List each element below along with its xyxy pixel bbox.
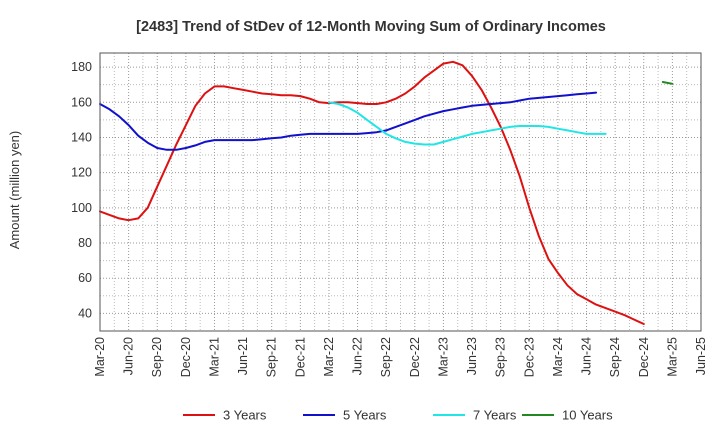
x-tick-label: Sep-21 [265,337,279,377]
y-tick-label: 100 [71,201,92,215]
y-tick-label: 180 [71,60,92,74]
series-layer [99,60,674,325]
y-tick-label: 140 [71,130,92,144]
y-tick-labels: 40 60 80 100 120 140 160 180 [71,60,92,320]
x-tick-label: Mar-22 [322,337,336,377]
x-tick-label: Sep-22 [379,337,393,377]
x-tick-label: Jun-25 [694,337,708,375]
x-tick-label: Sep-20 [150,337,164,377]
x-tick-label: Mar-21 [207,337,221,377]
x-tick-label: Jun-21 [236,337,250,375]
x-tick-label: Mar-20 [93,337,107,377]
y-tick-label: 60 [78,271,92,285]
x-tick-label: Dec-23 [522,337,536,377]
legend-label: 7 Years [473,408,517,423]
x-tick-label: Mar-25 [665,337,679,377]
series-line-5-years [99,91,598,151]
series-line-7-years [328,101,607,146]
y-axis-label: Amount (million yen) [7,131,22,250]
x-tick-label: Jun-20 [122,337,136,375]
legend-label: 3 Years [223,408,267,423]
y-tick-label: 80 [78,236,92,250]
y-tick-label: 120 [71,166,92,180]
y-tick-label: 40 [78,306,92,320]
legend-label: 5 Years [343,408,387,423]
x-tick-label: Dec-20 [179,337,193,377]
series-line-3-years [99,60,645,325]
chart-title: [2483] Trend of StDev of 12-Month Moving… [136,19,606,35]
x-tick-label: Sep-23 [494,337,508,377]
x-tick-label: Mar-24 [551,337,565,377]
x-tick-label: Dec-24 [637,337,651,377]
y-tick-label: 160 [71,95,92,109]
grid [100,53,701,332]
x-tick-label: Mar-23 [436,337,450,377]
x-tick-labels: Mar-20 Jun-20 Sep-20 Dec-20 Mar-21 Jun-21 Sep-… [93,337,708,377]
x-tick-label: Jun-23 [465,337,479,375]
legend: 3 Years 5 Years 7 Years 10 Years [183,408,613,423]
x-tick-label: Jun-24 [580,337,594,375]
series-line-10-years [661,81,674,85]
x-tick-label: Jun-22 [351,337,365,375]
x-tick-label: Dec-22 [408,337,422,377]
x-tick-label: Dec-21 [293,337,307,377]
plot-frame [99,52,702,332]
legend-label: 10 Years [562,408,613,423]
x-tick-label: Sep-24 [608,337,622,377]
